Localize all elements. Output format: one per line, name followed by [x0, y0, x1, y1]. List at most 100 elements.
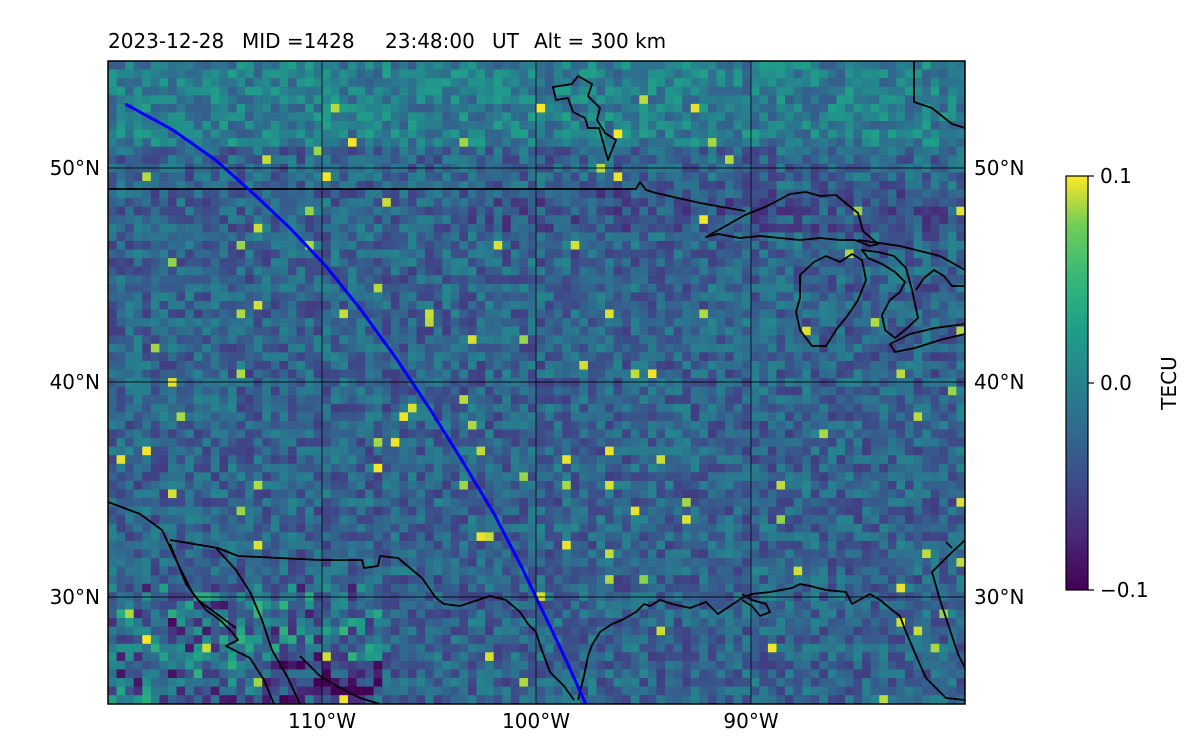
heatmap-cell: [356, 138, 366, 148]
heatmap-cell: [442, 172, 452, 182]
heatmap-cell: [605, 360, 615, 371]
heatmap-cell: [227, 189, 238, 199]
heatmap-cell: [253, 95, 263, 105]
heatmap-cell: [887, 463, 898, 473]
heatmap-cell: [836, 378, 846, 388]
heatmap-cell: [253, 429, 263, 439]
heatmap-cell: [459, 155, 469, 165]
heatmap-cell: [733, 223, 743, 233]
heatmap-cell: [347, 412, 358, 422]
heatmap-cell: [116, 292, 126, 302]
heatmap-cell: [579, 206, 589, 216]
heatmap-cell: [176, 369, 186, 379]
heatmap-cell: [922, 69, 932, 79]
heatmap-cell: [485, 112, 495, 122]
heatmap-cell: [459, 283, 469, 293]
heatmap-cell: [827, 198, 838, 208]
heatmap-cell: [656, 129, 666, 139]
heatmap-cell: [725, 112, 735, 122]
heatmap-cell: [827, 266, 838, 276]
heatmap-cell: [622, 360, 632, 371]
heatmap-cell: [793, 206, 803, 216]
heatmap-cell: [613, 275, 623, 285]
heatmap-cell: [922, 309, 932, 319]
heatmap-cell: [733, 283, 743, 293]
heatmap-cell: [510, 309, 520, 319]
heatmap-cell: [699, 180, 709, 191]
heatmap-cell: [819, 446, 829, 456]
heatmap-cell: [759, 189, 769, 199]
heatmap-cell: [759, 369, 769, 379]
heatmap-cell: [930, 275, 940, 285]
heatmap-cell: [887, 103, 898, 114]
heatmap-cell: [313, 138, 323, 148]
heatmap-cell: [622, 420, 632, 431]
heatmap-cell: [802, 198, 812, 208]
heatmap-cell: [570, 155, 580, 165]
heatmap-cell: [125, 318, 135, 328]
heatmap-cell: [896, 249, 906, 259]
heatmap-cell: [287, 326, 298, 336]
heatmap-cell: [382, 155, 392, 165]
heatmap-cell: [665, 326, 675, 336]
heatmap-cell: [485, 326, 495, 336]
heatmap-cell: [330, 198, 340, 208]
heatmap-cell: [116, 300, 126, 311]
heatmap-cell: [253, 438, 263, 448]
heatmap-cell: [382, 180, 392, 191]
heatmap-cell: [716, 61, 726, 71]
heatmap-cell: [330, 86, 340, 96]
heatmap-cell: [502, 446, 512, 456]
heatmap-cell: [853, 412, 863, 422]
heatmap-cell: [682, 249, 692, 259]
heatmap-cell: [750, 429, 760, 439]
heatmap-cell: [956, 292, 965, 302]
heatmap-cell: [725, 300, 735, 311]
heatmap-cell: [793, 215, 803, 225]
heatmap-cell: [356, 249, 366, 259]
heatmap-cell: [690, 240, 700, 251]
heatmap-cell: [236, 275, 246, 285]
heatmap-cell: [682, 378, 692, 388]
heatmap-cell: [133, 472, 143, 482]
heatmap-cell: [262, 309, 272, 319]
heatmap-cell: [347, 438, 358, 448]
heatmap-cell: [305, 95, 315, 105]
heatmap-cell: [167, 455, 178, 465]
heatmap-cell: [459, 69, 469, 79]
heatmap-cell: [193, 343, 203, 353]
heatmap-cell: [330, 300, 340, 311]
heatmap-cell: [656, 352, 666, 362]
heatmap-cell: [545, 138, 555, 148]
heatmap-cell: [399, 86, 409, 96]
heatmap-cell: [913, 472, 923, 482]
heatmap-cell: [699, 309, 709, 319]
heatmap-cell: [116, 429, 126, 439]
heatmap-cell: [125, 292, 135, 302]
heatmap-cell: [536, 240, 546, 251]
heatmap-cell: [767, 292, 778, 302]
heatmap-cell: [339, 412, 349, 422]
heatmap-cell: [810, 172, 820, 182]
heatmap-cell: [407, 146, 418, 156]
heatmap-cell: [167, 155, 178, 165]
heatmap-cell: [596, 335, 606, 345]
heatmap-cell: [819, 249, 829, 259]
heatmap-cell: [579, 232, 589, 242]
heatmap-cell: [296, 292, 306, 302]
heatmap-cell: [270, 318, 280, 328]
heatmap-cell: [142, 446, 152, 456]
heatmap-cell: [236, 69, 246, 79]
heatmap-cell: [665, 318, 675, 328]
heatmap-cell: [253, 69, 263, 79]
heatmap-cell: [647, 412, 658, 422]
heatmap-cell: [373, 455, 383, 465]
heatmap-cell: [759, 103, 769, 114]
heatmap-cell: [596, 172, 606, 182]
heatmap-cell: [322, 223, 332, 233]
heatmap-cell: [425, 472, 435, 482]
heatmap-cell: [767, 446, 778, 456]
heatmap-cell: [673, 146, 683, 156]
heatmap-cell: [930, 86, 940, 96]
heatmap-cell: [116, 223, 126, 233]
